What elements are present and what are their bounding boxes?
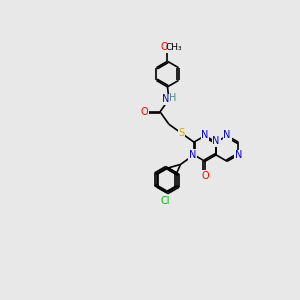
Text: N: N: [189, 150, 196, 160]
Text: O: O: [202, 171, 209, 181]
Text: N: N: [224, 130, 231, 140]
Text: N: N: [162, 94, 169, 104]
Text: O: O: [140, 107, 148, 117]
Text: H: H: [169, 92, 177, 103]
Text: N: N: [212, 136, 220, 146]
Text: N: N: [235, 151, 242, 160]
Text: S: S: [178, 128, 184, 138]
Text: O: O: [160, 42, 168, 52]
Text: CH₃: CH₃: [166, 43, 182, 52]
Text: Cl: Cl: [160, 196, 170, 206]
Text: N: N: [201, 130, 209, 140]
